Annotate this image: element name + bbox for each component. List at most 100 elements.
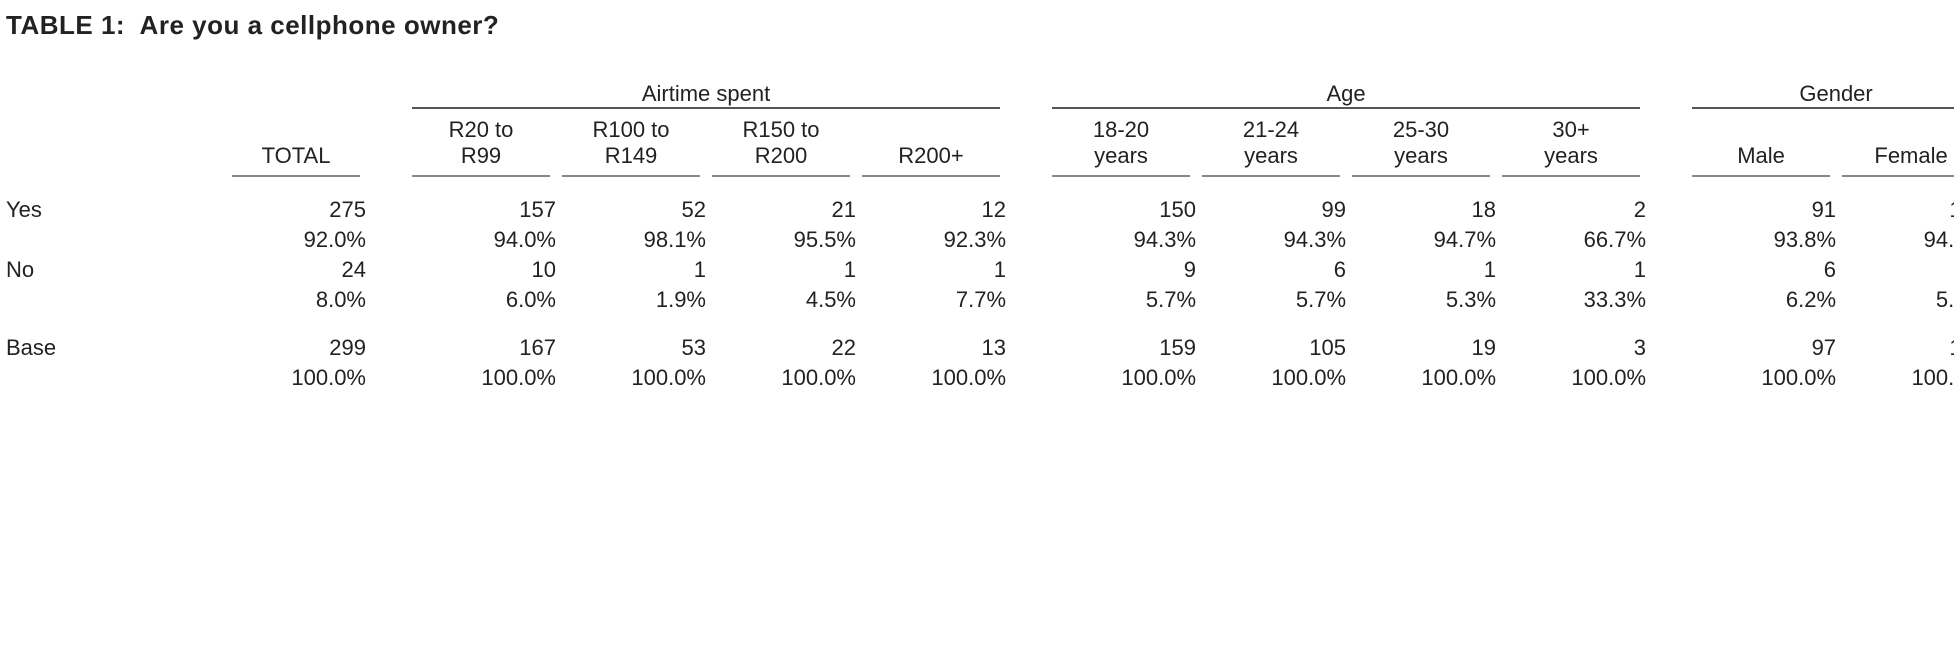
cell: 94.3%	[1196, 225, 1346, 255]
pre-base-gap	[6, 315, 1954, 333]
cell: 100.0%	[406, 363, 556, 393]
cell: 1	[706, 255, 856, 285]
cell: 188	[1836, 333, 1954, 363]
group-rule-gender	[1692, 107, 1954, 109]
cell: 92.3%	[856, 225, 1006, 255]
cell: 95.5%	[706, 225, 856, 255]
col-age-2-l2: years	[1196, 143, 1346, 169]
col-airtime-3-l2: R200	[706, 143, 856, 169]
group-title-age: Age	[1046, 81, 1646, 107]
col-gender-1-l1	[1686, 117, 1836, 143]
cell: 100.0%	[1836, 363, 1954, 393]
group-title-row: Airtime spent Age Gender	[6, 81, 1954, 107]
group-rule-row	[6, 107, 1954, 117]
cell: 21	[706, 195, 856, 225]
table-title: TABLE 1: Are you a cellphone owner?	[6, 10, 1934, 41]
cell: 7.7%	[856, 285, 1006, 315]
cell: 100.0%	[706, 363, 856, 393]
col-gender-2-l2: Female	[1836, 143, 1954, 169]
cell: 13	[856, 333, 1006, 363]
group-title-gender: Gender	[1686, 81, 1954, 107]
cell: 150	[1046, 195, 1196, 225]
cell: 9	[1046, 255, 1196, 285]
cell: 5.7%	[1046, 285, 1196, 315]
cell: 97	[1686, 333, 1836, 363]
cell: 105	[1196, 333, 1346, 363]
col-age-2-l1: 21-24	[1196, 117, 1346, 143]
cell: 100.0%	[226, 363, 366, 393]
cell: 159	[1046, 333, 1196, 363]
col-gender-2-l1	[1836, 117, 1954, 143]
cell: 94.7%	[1346, 225, 1496, 255]
col-age-3-l2: years	[1346, 143, 1496, 169]
cell: 93.8%	[1686, 225, 1836, 255]
cell: 98.1%	[556, 225, 706, 255]
cell: 19	[1346, 333, 1496, 363]
cell: 100.0%	[556, 363, 706, 393]
cell: 94.1%	[1836, 225, 1954, 255]
cell: 22	[706, 333, 856, 363]
cell: 92.0%	[226, 225, 366, 255]
cell: 275	[226, 195, 366, 225]
col-airtime-1-l1: R20 to	[406, 117, 556, 143]
cell: 4.5%	[706, 285, 856, 315]
cell: 299	[226, 333, 366, 363]
cell: 2	[1496, 195, 1646, 225]
group-title-airtime: Airtime spent	[406, 81, 1006, 107]
cell: 6	[1686, 255, 1836, 285]
row-yes-n: Yes 275 157 52 21 12 150 99 18 2 91 177	[6, 195, 1954, 225]
cell: 177	[1836, 195, 1954, 225]
crosstab-table: Airtime spent Age Gender R20 to R100 to …	[6, 81, 1954, 393]
cell: 100.0%	[1686, 363, 1836, 393]
cell: 6.0%	[406, 285, 556, 315]
group-rule-age	[1052, 107, 1640, 109]
cell: 91	[1686, 195, 1836, 225]
cell: 5.9%	[1836, 285, 1954, 315]
row-no-n: No 24 10 1 1 1 9 6 1 1 6 11	[6, 255, 1954, 285]
cell: 1	[556, 255, 706, 285]
subheader-line1: R20 to R100 to R150 to 18-20 21-24 25-30…	[6, 117, 1954, 143]
subheader-line2: TOTAL R99 R149 R200 R200+ years years ye…	[6, 143, 1954, 169]
cell: 157	[406, 195, 556, 225]
cell: 99	[1196, 195, 1346, 225]
cell: 94.0%	[406, 225, 556, 255]
row-label-base: Base	[6, 333, 226, 363]
col-airtime-3-l1: R150 to	[706, 117, 856, 143]
col-total: TOTAL	[226, 143, 366, 169]
cell: 1	[1496, 255, 1646, 285]
col-age-1-l2: years	[1046, 143, 1196, 169]
cell: 5.7%	[1196, 285, 1346, 315]
cell: 167	[406, 333, 556, 363]
cell: 10	[406, 255, 556, 285]
cell: 11	[1836, 255, 1954, 285]
cell: 3	[1496, 333, 1646, 363]
row-yes-pct: 92.0% 94.0% 98.1% 95.5% 92.3% 94.3% 94.3…	[6, 225, 1954, 255]
cell: 12	[856, 195, 1006, 225]
row-base-pct: 100.0% 100.0% 100.0% 100.0% 100.0% 100.0…	[6, 363, 1954, 393]
col-airtime-2-l2: R149	[556, 143, 706, 169]
cell: 52	[556, 195, 706, 225]
row-label-yes: Yes	[6, 195, 226, 225]
col-age-4-l1: 30+	[1496, 117, 1646, 143]
cell: 1	[1346, 255, 1496, 285]
cell: 53	[556, 333, 706, 363]
cell: 100.0%	[1046, 363, 1196, 393]
cell: 24	[226, 255, 366, 285]
cell: 1.9%	[556, 285, 706, 315]
cell: 66.7%	[1496, 225, 1646, 255]
row-base-n: Base 299 167 53 22 13 159 105 19 3 97 18…	[6, 333, 1954, 363]
header-body-gap	[6, 177, 1954, 195]
cell: 100.0%	[1496, 363, 1646, 393]
col-airtime-1-l2: R99	[406, 143, 556, 169]
cell: 1	[856, 255, 1006, 285]
cell: 33.3%	[1496, 285, 1646, 315]
cell: 100.0%	[1196, 363, 1346, 393]
col-airtime-4-l2: R200+	[856, 143, 1006, 169]
col-age-1-l1: 18-20	[1046, 117, 1196, 143]
cell: 18	[1346, 195, 1496, 225]
col-airtime-4-l1	[856, 117, 1006, 143]
cell: 5.3%	[1346, 285, 1496, 315]
col-age-4-l2: years	[1496, 143, 1646, 169]
cell: 94.3%	[1046, 225, 1196, 255]
column-rule-row	[6, 169, 1954, 177]
